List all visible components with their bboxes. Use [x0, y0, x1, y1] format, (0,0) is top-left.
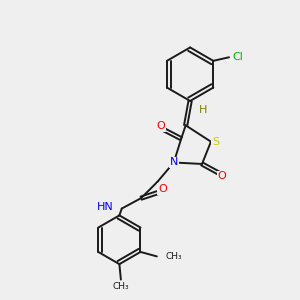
Text: CH₃: CH₃	[166, 252, 182, 261]
Text: S: S	[212, 137, 219, 147]
Text: H: H	[199, 105, 208, 115]
Text: O: O	[156, 121, 165, 131]
Text: CH₃: CH₃	[112, 282, 129, 291]
Text: O: O	[158, 184, 167, 194]
Text: O: O	[218, 172, 226, 182]
Text: N: N	[169, 158, 178, 167]
Text: HN: HN	[97, 202, 113, 212]
Text: Cl: Cl	[232, 52, 243, 62]
